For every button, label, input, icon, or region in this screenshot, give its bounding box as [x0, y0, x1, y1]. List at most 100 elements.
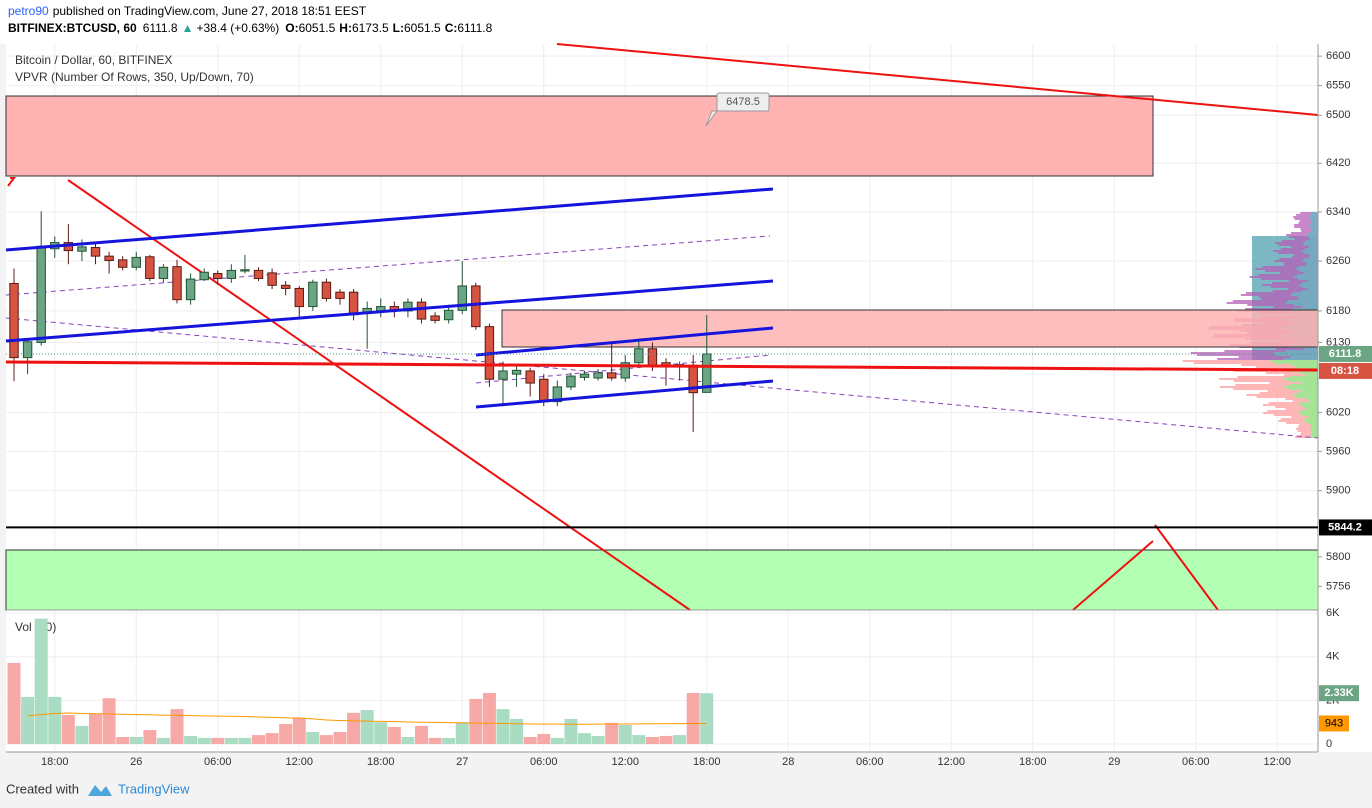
vpvr-bar-up [1304, 272, 1318, 274]
vpvr-bar-up [1310, 426, 1318, 428]
y-tick-label: 6600 [1326, 50, 1350, 62]
x-tick-label: 26 [130, 756, 142, 768]
callout-box [716, 92, 770, 112]
vpvr-bar-up [1309, 224, 1318, 226]
vpvr-bar [1286, 422, 1318, 424]
ma-tag [1319, 715, 1349, 732]
vpvr-bar-up [1309, 238, 1318, 240]
vpvr-bar-up [1296, 366, 1318, 368]
ohlc-value: 6111.8 [457, 21, 492, 35]
ohlc-label: C: [445, 21, 458, 35]
candle-body [131, 256, 141, 268]
vpvr-bar [1267, 410, 1318, 412]
volume-bar [482, 692, 496, 744]
vpvr-bar [1273, 414, 1318, 416]
vpvr-bar-up [1302, 260, 1318, 262]
candle-body [22, 341, 33, 359]
candle-body [90, 246, 101, 257]
vpvr-bar-up [1304, 420, 1318, 422]
volume-tick-label: 6K [1326, 607, 1340, 619]
volume-bar [211, 737, 225, 744]
candle-body [77, 246, 87, 252]
vpvr-bar [1294, 224, 1318, 226]
vpvr-bar [1268, 402, 1318, 404]
x-tick-label: 06:00 [204, 756, 232, 768]
candle-body [430, 315, 440, 321]
vpvr-bar-up [1290, 294, 1318, 296]
vpvr-bar-up [1289, 376, 1318, 378]
channel-line [5, 279, 774, 343]
y-tick-label: 6550 [1326, 80, 1350, 92]
symbol-line: BITFINEX:BTCUSD, 60 6111.8 ▲ +38.4 (+0.63%)… [8, 21, 493, 35]
vpvr-bar-up [1309, 218, 1318, 220]
candle-body [172, 266, 182, 301]
vpvr-bar [1301, 230, 1318, 232]
vpvr-bar [1249, 276, 1318, 278]
x-tick-label: 12:00 [937, 756, 965, 768]
volume-bar [578, 733, 592, 744]
vpvr-bar-up [1296, 268, 1318, 270]
volume-bar [224, 737, 238, 744]
hline-tag [1319, 519, 1372, 536]
arrow [7, 177, 16, 187]
vpvr-bar [1294, 226, 1318, 228]
volume-bar [605, 722, 619, 744]
vpvr-bar [1299, 220, 1318, 222]
vpvr-bar-up [1285, 350, 1318, 352]
countdown-label: 08:18 [1331, 365, 1359, 377]
volume-bar [34, 618, 48, 744]
vpvr-bar-up [1303, 252, 1318, 254]
candle-body [280, 284, 291, 289]
candle-body [498, 370, 508, 380]
channel-line [475, 326, 774, 357]
vpvr-bar-up [1299, 270, 1318, 272]
footer-brand[interactable]: TradingView [118, 781, 190, 796]
volume-last-tag [1319, 685, 1359, 702]
vpvr-bar-up [1312, 432, 1318, 434]
candle-body [335, 291, 345, 299]
y-tick-label: 5756 [1326, 580, 1350, 592]
vpvr-bar [1262, 266, 1318, 268]
volume-bar [496, 709, 510, 744]
vpvr-bar [1276, 348, 1318, 350]
vpvr-bar-up [1302, 306, 1318, 308]
vpvr-bar-up [1300, 402, 1318, 404]
vpvr-bar-up [1310, 430, 1318, 432]
candle-body [471, 285, 481, 328]
vpvr-bar [1190, 352, 1318, 354]
volume-bar [673, 735, 687, 744]
vpvr-bar [1283, 374, 1318, 376]
vpvr-bar [1226, 302, 1318, 304]
vpvr-bar [1256, 396, 1318, 398]
volume-bar [591, 735, 605, 744]
candle-body [185, 278, 196, 301]
volume-bar [252, 735, 266, 744]
vpvr-bar [1293, 216, 1318, 218]
x-tick-label: 28 [782, 756, 794, 768]
candle-body [104, 255, 114, 261]
candle-body [158, 266, 169, 279]
volume-bar [360, 709, 374, 744]
x-tick-label: 12:00 [611, 756, 639, 768]
x-tick-label: 18:00 [41, 756, 69, 768]
vpvr-bar-up [1309, 400, 1318, 402]
chart-title: Bitcoin / Dollar, 60, BITFINEX [15, 53, 172, 67]
y-tick-label: 6420 [1326, 157, 1350, 169]
x-tick-label: 06:00 [530, 756, 558, 768]
vpvr-bar-up [1311, 434, 1318, 436]
volume-bar [387, 726, 401, 744]
vpvr-bar [1294, 238, 1318, 240]
vpvr-bar-up [1298, 284, 1318, 286]
trend-line [67, 179, 691, 611]
vpvr-bar-up [1300, 410, 1318, 412]
indicator: VPVR (Number Of Rows, 350, Up/Down, 70) [15, 70, 254, 84]
vpvr-bar-up [1311, 222, 1318, 224]
volume-bar [686, 692, 700, 744]
ma-label: 943 [1325, 717, 1343, 729]
vpvr-bar [1300, 212, 1318, 214]
volume-bar [89, 713, 103, 744]
vpvr-bar [1196, 354, 1318, 356]
vpvr-bar [1288, 288, 1318, 290]
logo [88, 785, 112, 796]
